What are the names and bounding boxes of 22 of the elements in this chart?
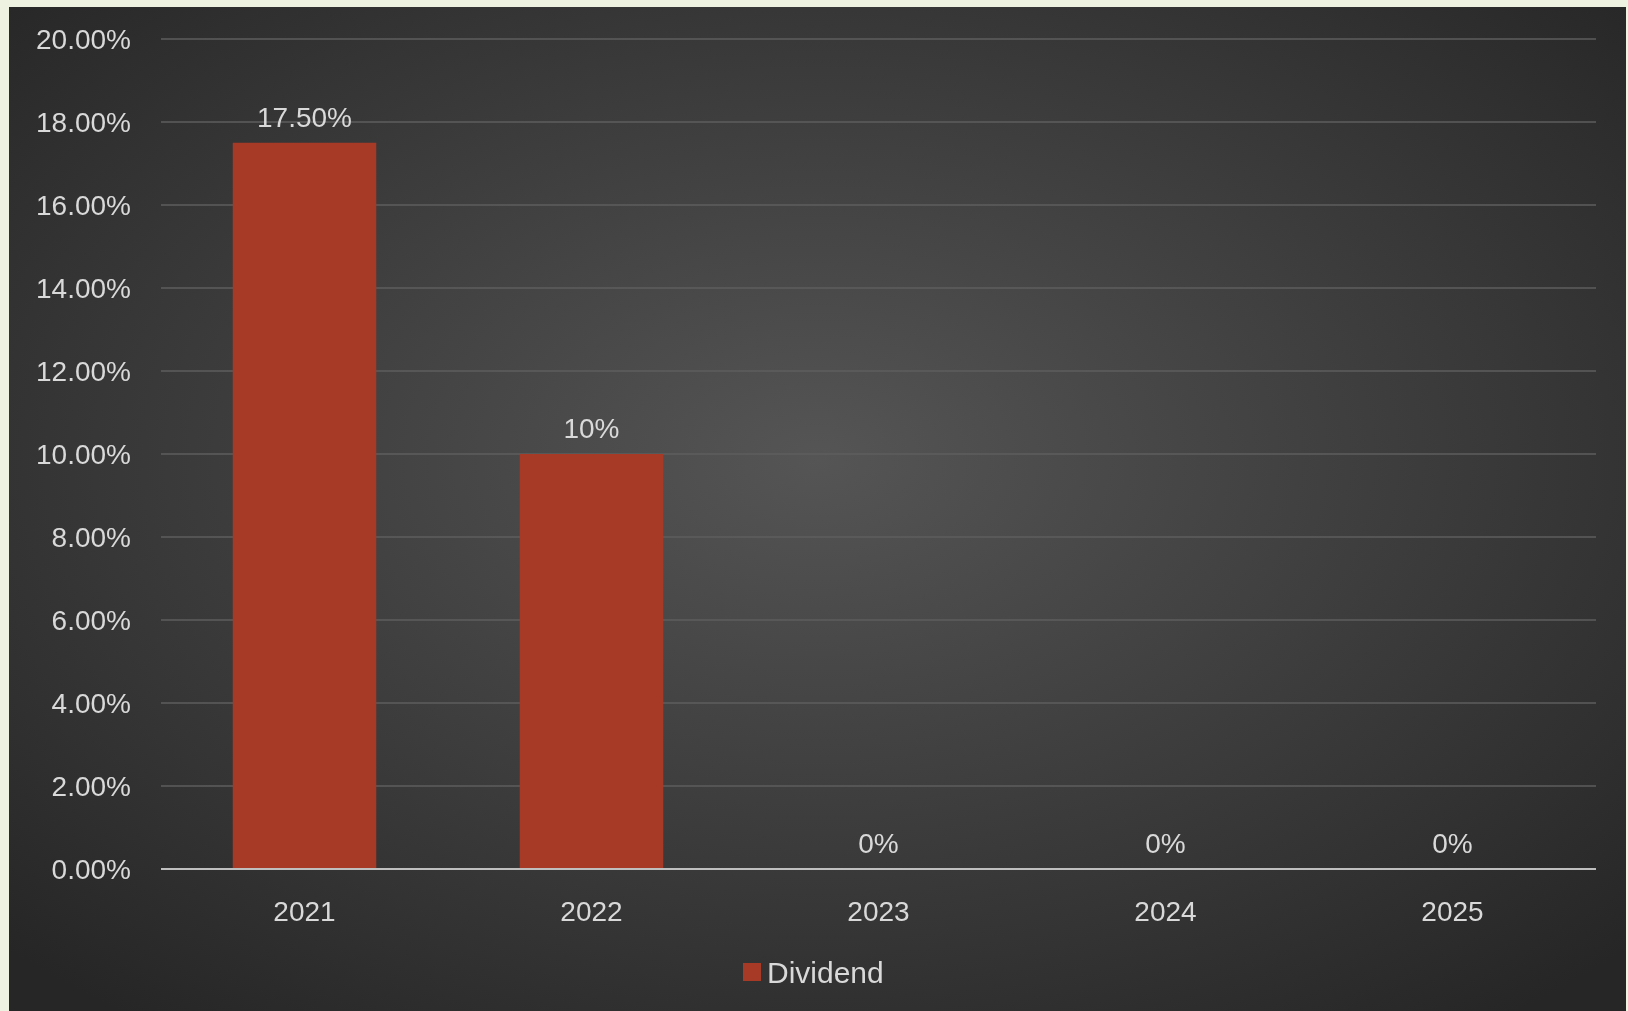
data-label: 17.50% (257, 101, 352, 133)
data-label: 0% (1145, 828, 1186, 859)
data-label: 0% (1432, 828, 1473, 859)
x-tick-label: 2023 (847, 896, 910, 927)
y-tick-label: 2.00% (51, 770, 131, 802)
y-tick-label: 4.00% (51, 687, 131, 719)
x-tick-label: 2024 (1134, 896, 1197, 927)
y-tick-label: 0.00% (51, 853, 131, 885)
y-tick-label: 20.00% (36, 23, 131, 55)
data-label: 0% (858, 828, 899, 859)
legend-label: Dividend (767, 955, 884, 989)
x-tick-label: 2025 (1421, 896, 1484, 927)
data-label: 10% (563, 413, 620, 444)
y-tick-label: 6.00% (51, 604, 131, 636)
y-tick-label: 8.00% (51, 521, 131, 553)
y-tick-label: 12.00% (36, 355, 131, 387)
x-tick-label: 2022 (560, 896, 623, 927)
y-tick-label: 18.00% (36, 106, 131, 138)
y-tick-label: 10.00% (36, 438, 131, 470)
x-tick-label: 2021 (273, 896, 336, 927)
y-tick-label: 16.00% (36, 189, 131, 221)
y-tick-label: 14.00% (36, 272, 131, 304)
